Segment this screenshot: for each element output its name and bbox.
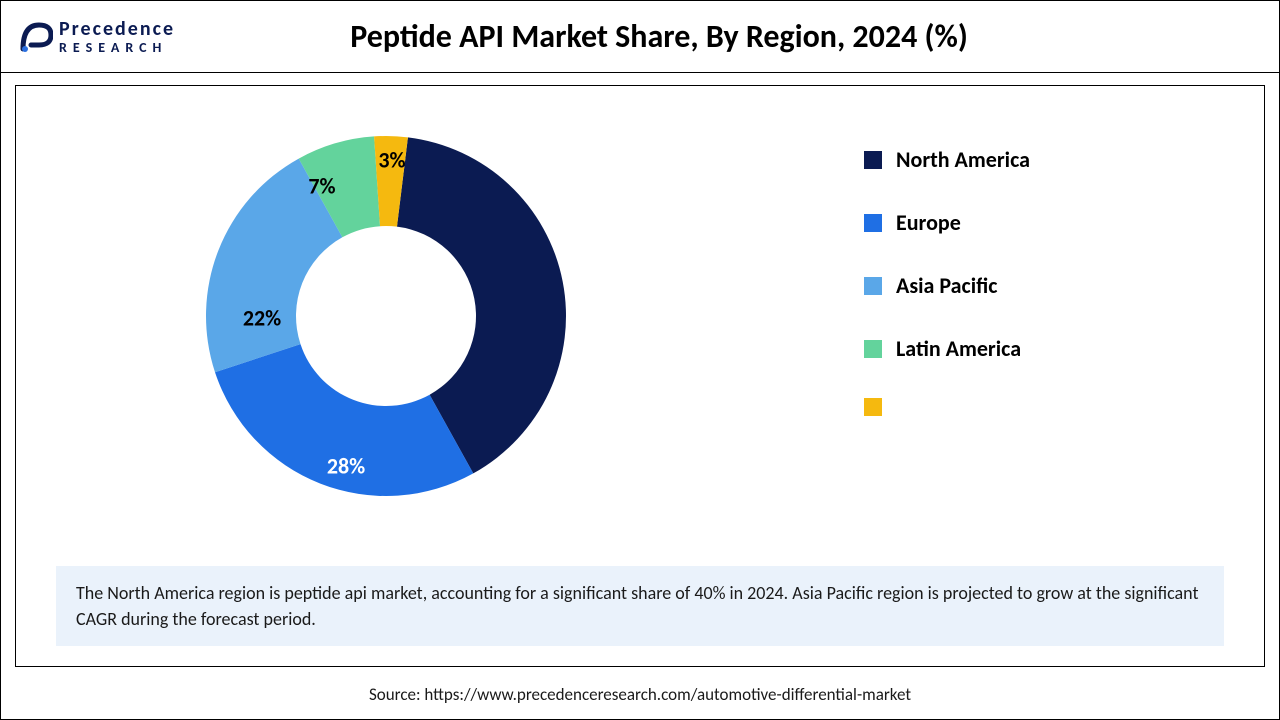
caption-text: The North America region is peptide api … xyxy=(76,582,1199,630)
slice-label: 28% xyxy=(327,453,365,480)
legend-item: Latin America xyxy=(864,335,1164,362)
legend-label: Latin America xyxy=(896,335,1021,362)
legend-item xyxy=(864,398,1164,416)
legend: North America Europe Asia Pacific Latin Ame… xyxy=(864,146,1164,452)
legend-label: North America xyxy=(896,146,1030,173)
slice-label: 3% xyxy=(378,147,405,174)
legend-swatch xyxy=(864,398,882,416)
legend-swatch xyxy=(864,340,882,358)
chart-title: Peptide API Market Share, By Region, 202… xyxy=(175,17,1263,56)
legend-item: Asia Pacific xyxy=(864,272,1164,299)
legend-swatch xyxy=(864,151,882,169)
inner-frame: 40% 28% 22% 7% 3% North America Europe Asia Pa… xyxy=(15,85,1265,667)
logo-word1: Precedence xyxy=(59,19,175,39)
source-line: Source: https://www.precedenceresearch.c… xyxy=(1,684,1279,705)
legend-swatch xyxy=(864,277,882,295)
logo-mark-icon xyxy=(17,19,53,55)
legend-item: Europe xyxy=(864,209,1164,236)
legend-label: Europe xyxy=(896,209,961,236)
donut-chart: 40% 28% 22% 7% 3% xyxy=(176,106,596,526)
legend-label: Asia Pacific xyxy=(896,272,998,299)
slice-label: 40% xyxy=(415,333,453,360)
legend-item: North America xyxy=(864,146,1164,173)
outer-frame: Precedence RESEARCH Peptide API Market S… xyxy=(0,0,1280,720)
header-bar: Precedence RESEARCH Peptide API Market S… xyxy=(1,1,1279,73)
logo-word2: RESEARCH xyxy=(59,41,175,55)
logo-text: Precedence RESEARCH xyxy=(59,19,175,55)
slice-label: 22% xyxy=(243,305,281,332)
slice-label: 7% xyxy=(308,173,335,200)
logo: Precedence RESEARCH xyxy=(17,19,175,55)
caption-box: The North America region is peptide api … xyxy=(56,566,1224,646)
legend-swatch xyxy=(864,214,882,232)
